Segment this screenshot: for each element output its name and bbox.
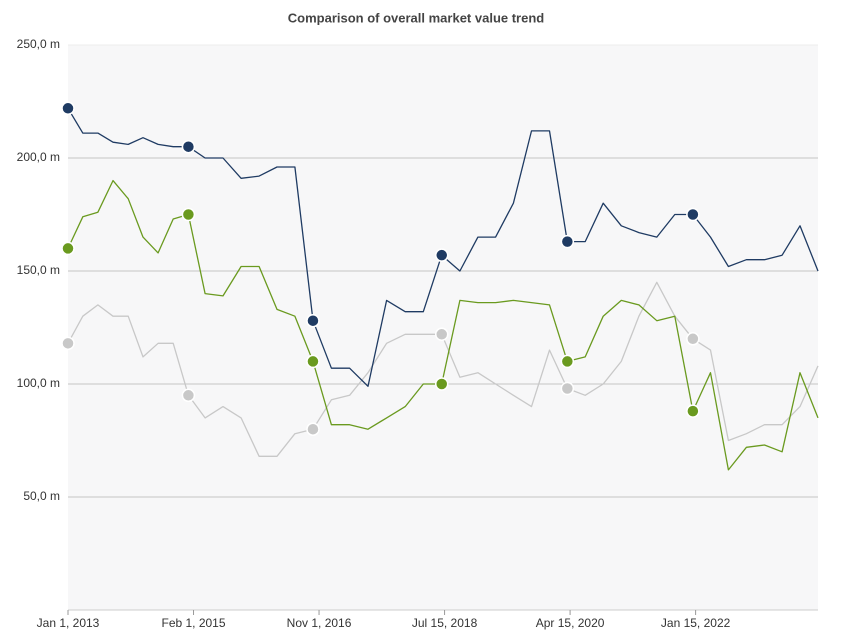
series-marker (61, 241, 75, 256)
x-tick-label: Nov 1, 2016 (287, 616, 352, 630)
x-tick-label: Jan 15, 2022 (661, 616, 731, 630)
series-marker (61, 336, 75, 351)
series-marker (686, 332, 700, 346)
series-marker (560, 354, 575, 369)
series-marker (434, 248, 449, 262)
series-marker (181, 207, 196, 222)
x-tick-label: Jan 1, 2013 (37, 616, 100, 630)
y-tick-label: 250,0 m (17, 37, 60, 51)
plot-background (68, 45, 818, 610)
series-marker (181, 388, 196, 403)
x-tick-label: Jul 15, 2018 (412, 616, 478, 630)
x-tick-label: Feb 1, 2015 (161, 616, 225, 630)
series-marker (434, 327, 449, 342)
x-tick-label: Apr 15, 2020 (536, 616, 605, 630)
series-marker (434, 377, 449, 391)
series-marker (306, 313, 320, 328)
series-marker (686, 404, 700, 418)
series-line (67, 179, 819, 471)
series-marker (686, 207, 700, 222)
series-marker (306, 354, 320, 369)
chart-title: Comparison of overall market value trend (288, 10, 545, 25)
y-tick-label: 200,0 m (17, 150, 60, 164)
y-tick-label: 50,0 m (23, 489, 60, 503)
series-marker (306, 422, 320, 436)
series-marker (61, 101, 75, 116)
y-tick-label: 150,0 m (17, 263, 60, 277)
series-marker (181, 139, 196, 154)
series-marker (560, 381, 575, 396)
series-marker (560, 234, 575, 249)
y-tick-label: 100,0 m (17, 376, 60, 390)
